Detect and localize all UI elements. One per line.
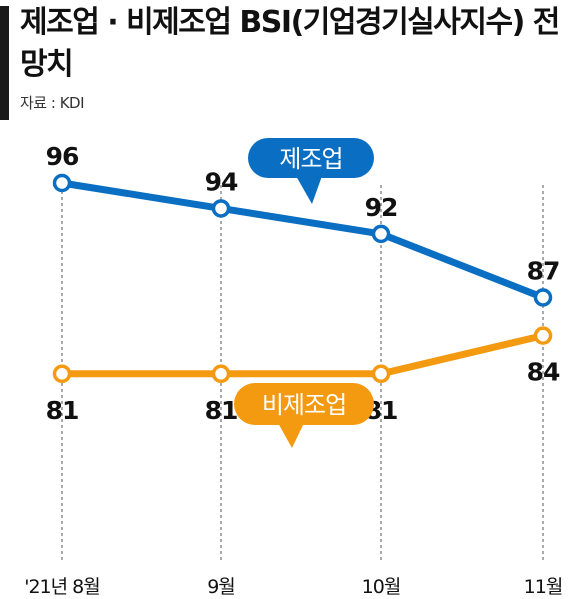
data-point-1-0 [52, 364, 72, 384]
x-tick-label-0: '21년 8월 [24, 576, 100, 598]
legend-bubble-0 [248, 138, 374, 178]
data-point-0-0 [52, 173, 72, 193]
data-label-1-3: 84 [527, 358, 560, 387]
legend-bubble-1 [234, 383, 374, 425]
chart-source: 자료 : KDI [20, 94, 85, 112]
data-label-0-1: 94 [205, 167, 238, 196]
legend-label-0: 제조업 [279, 145, 342, 173]
legend-label-1: 비제조업 [262, 391, 346, 419]
data-point-0-2 [371, 224, 391, 244]
data-label-0-2: 92 [365, 193, 398, 222]
data-point-0-1 [211, 199, 231, 218]
data-label-0-0: 96 [46, 142, 79, 171]
series-line-1 [58, 332, 547, 378]
data-point-1-2 [371, 364, 391, 384]
title-accent-bar [0, 6, 9, 120]
legend-bubble-tail-1 [278, 423, 304, 448]
chart-title: 제조업 · 비제조업 BSI(기업경기실사지수) 전망치 [20, 5, 560, 82]
data-point-1-3 [533, 326, 553, 345]
data-label-1-1: 81 [205, 396, 238, 425]
x-tick-label-1: 9월 [207, 576, 235, 598]
data-label-0-3: 87 [527, 256, 560, 285]
series-line-0 [58, 179, 547, 301]
legend-bubble-tail-0 [296, 176, 322, 204]
data-label-1-0: 81 [46, 396, 79, 425]
x-tick-label-2: 10월 [362, 576, 401, 598]
x-tick-label-3: 11월 [524, 576, 563, 598]
data-point-1-1 [211, 364, 231, 384]
data-point-0-3 [533, 288, 553, 307]
